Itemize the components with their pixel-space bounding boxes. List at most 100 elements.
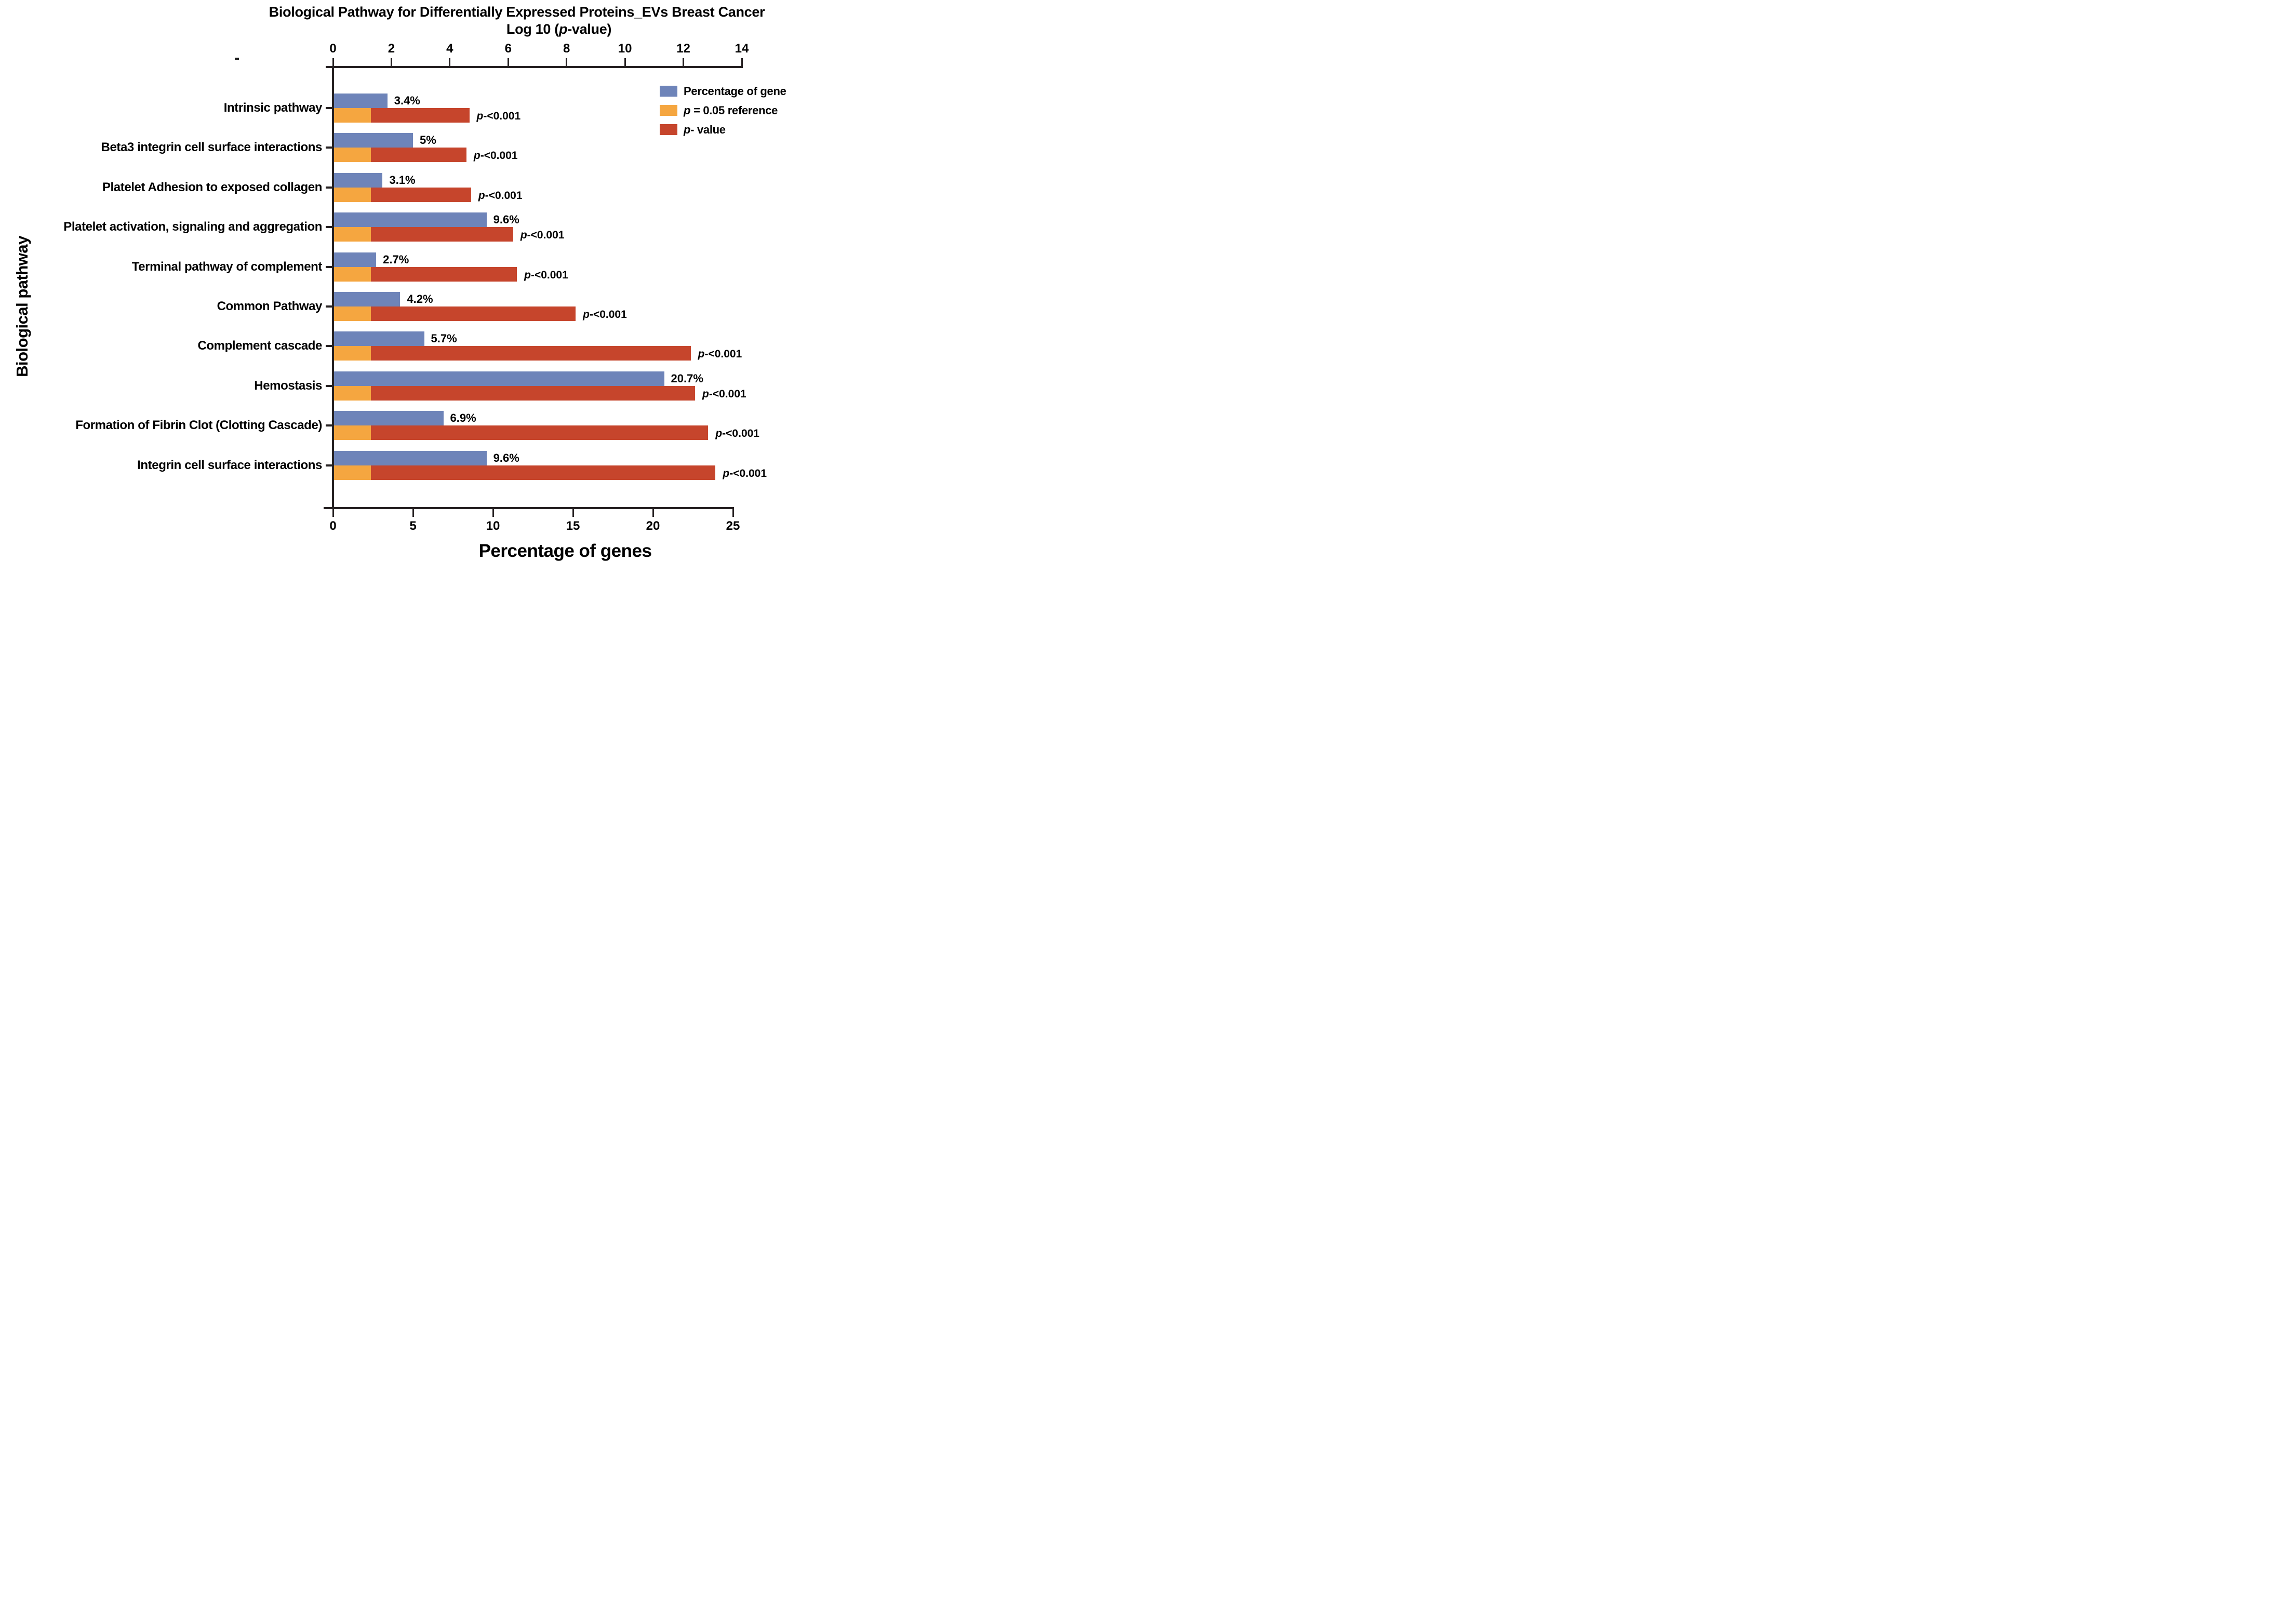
top-axis-tick-label: 4: [446, 42, 453, 56]
legend-item-label: p- value: [684, 123, 726, 136]
percent-label: 3.4%: [394, 94, 420, 107]
bar-percentage: [334, 450, 487, 465]
top-axis-tick: [507, 58, 509, 66]
bar-pvalue: [371, 187, 471, 202]
bar-pvalue: [371, 266, 517, 282]
bar-percentage: [334, 94, 388, 108]
p-value-label: p-<0.001: [723, 467, 767, 479]
percent-label: 9.6%: [493, 213, 519, 226]
top-axis-label: Log 10 (p-value): [506, 21, 612, 37]
top-axis-line: [326, 66, 743, 68]
top-axis-tick-label: 0: [329, 42, 337, 56]
legend: Percentage of gene p = 0.05 reference p- v…: [655, 83, 803, 140]
x-axis-label: Percentage of genes: [478, 541, 652, 561]
category-label: Beta3 integrin cell surface interactions: [101, 140, 323, 155]
p-value-label: p-<0.001: [698, 348, 742, 361]
bar-percentage: [334, 212, 487, 228]
legend-item-label: Percentage of gene: [684, 85, 786, 98]
top-axis-tick: [390, 58, 392, 66]
bar-pvalue: [371, 346, 691, 361]
p-value-label: p-<0.001: [715, 428, 759, 440]
p-value-label: p-<0.001: [473, 150, 518, 162]
legend-item-label: p = 0.05 reference: [684, 104, 778, 117]
bottom-axis-tick: [732, 509, 734, 517]
bar-pvalue: [371, 385, 696, 401]
bar-pvalue: [371, 465, 716, 480]
top-axis-tick: [332, 58, 334, 66]
bar-reference: [334, 306, 371, 321]
bar-percentage: [334, 133, 413, 148]
bar-percentage: [334, 252, 377, 267]
legend-swatch: [660, 124, 677, 135]
bottom-axis-tick-label: 0: [329, 519, 337, 533]
chart-figure: Biological Pathway for Differentially Ex…: [0, 0, 803, 564]
category-tick: [326, 107, 333, 109]
category-tick: [326, 305, 333, 308]
plot-area: 0 2 4 6 8 10 12 14 0 5 10 15 20 25 Intrinsic pathway 3.…: [0, 0, 803, 564]
top-axis-tick-label: 8: [563, 42, 570, 56]
category-label: Platelet activation, signaling and aggre…: [63, 220, 322, 234]
bottom-axis-tick-label: 10: [486, 519, 500, 533]
bar-percentage: [334, 411, 444, 426]
bar-reference: [334, 187, 371, 202]
bottom-axis-tick: [332, 509, 334, 517]
bottom-axis-tick: [652, 509, 654, 517]
p-value-label: p-<0.001: [478, 189, 523, 202]
bottom-axis-line: [324, 507, 734, 509]
category-label: Platelet Adhesion to exposed collagen: [102, 180, 322, 194]
top-axis-tick-label: 12: [676, 42, 690, 56]
percent-label: 5.7%: [431, 332, 457, 345]
bar-reference: [334, 425, 371, 441]
p-value-label: p-<0.001: [476, 110, 521, 122]
top-axis-tick-label: 2: [388, 42, 395, 56]
category-tick: [326, 265, 333, 268]
top-axis-tick-label: 14: [735, 42, 749, 56]
bar-pvalue: [371, 306, 576, 321]
bar-pvalue: [371, 425, 709, 441]
percent-label: 3.1%: [389, 173, 416, 186]
bar-pvalue: [371, 227, 513, 242]
chart-title: Biological Pathway for Differentially Ex…: [269, 4, 765, 20]
category-tick: [326, 384, 333, 387]
bar-reference: [334, 266, 371, 282]
top-axis-tick: [566, 58, 568, 66]
category-label: Formation of Fibrin Clot (Clotting Casca…: [75, 418, 322, 433]
legend-swatch: [660, 105, 677, 116]
left-axis-line: [332, 66, 334, 509]
bar-reference: [334, 346, 371, 361]
bottom-axis-tick: [412, 509, 414, 517]
category-label: Common Pathway: [217, 299, 323, 313]
percent-label: 6.9%: [450, 411, 476, 425]
category-tick: [326, 464, 333, 466]
category-label: Complement cascade: [197, 339, 322, 353]
bottom-axis-tick: [492, 509, 494, 517]
artifact-dash: [235, 58, 239, 60]
percent-label: 4.2%: [407, 292, 433, 305]
legend-swatch: [660, 86, 677, 97]
category-tick: [326, 186, 333, 189]
bottom-axis-tick-label: 20: [646, 519, 660, 533]
bottom-axis-tick: [572, 509, 574, 517]
top-axis-tick-label: 10: [618, 42, 632, 56]
p-value-label: p-<0.001: [583, 309, 627, 321]
top-axis-tick: [683, 58, 685, 66]
category-tick: [326, 424, 333, 427]
p-value-label: p-<0.001: [524, 269, 568, 281]
bar-reference: [334, 465, 371, 480]
bar-reference: [334, 227, 371, 242]
bar-percentage: [334, 172, 383, 188]
bar-pvalue: [371, 108, 470, 123]
bottom-axis-tick-label: 25: [726, 519, 740, 533]
top-axis-tick-label: 6: [504, 42, 512, 56]
top-axis-tick: [741, 58, 743, 66]
top-axis-tick: [449, 58, 451, 66]
bar-percentage: [334, 371, 664, 386]
percent-label: 9.6%: [493, 451, 519, 464]
bar-pvalue: [371, 148, 466, 163]
category-label: Hemostasis: [254, 378, 322, 393]
bar-reference: [334, 385, 371, 401]
bar-reference: [334, 108, 371, 123]
bar-percentage: [334, 292, 401, 306]
p-value-label: p-<0.001: [520, 229, 565, 242]
category-label: Terminal pathway of complement: [131, 259, 323, 274]
